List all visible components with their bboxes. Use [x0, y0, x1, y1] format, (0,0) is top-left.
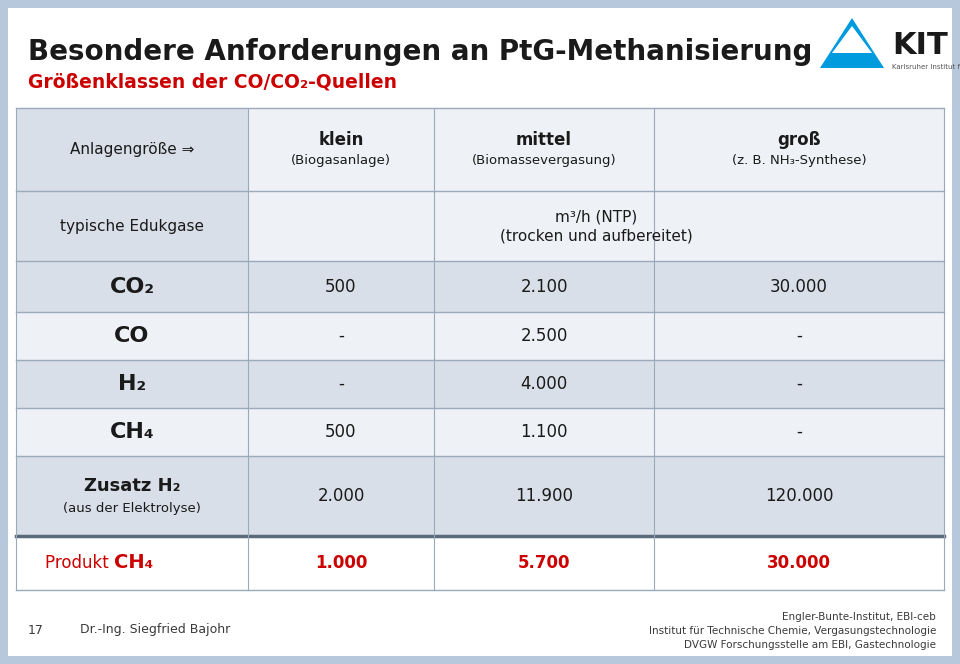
Bar: [248, 408, 434, 456]
Text: KIT: KIT: [892, 31, 948, 60]
Bar: [16, 536, 944, 590]
Text: 500: 500: [325, 423, 357, 441]
Polygon shape: [832, 26, 872, 53]
Bar: [16, 360, 248, 408]
Text: 5.700: 5.700: [517, 554, 570, 572]
Text: 2.100: 2.100: [520, 278, 567, 295]
Text: m³/h (NTP): m³/h (NTP): [555, 210, 637, 224]
Bar: [248, 261, 434, 312]
Bar: [654, 312, 944, 360]
Text: 30.000: 30.000: [767, 554, 831, 572]
Text: CH₄: CH₄: [114, 553, 154, 572]
Text: Produkt: Produkt: [45, 554, 114, 572]
Text: Besondere Anforderungen an PtG-Methanisierung: Besondere Anforderungen an PtG-Methanisi…: [28, 38, 812, 66]
Text: Institut für Technische Chemie, Vergasungstechnologie: Institut für Technische Chemie, Vergasun…: [649, 626, 936, 636]
Text: CH₄: CH₄: [109, 422, 155, 442]
Text: typische Edukgase: typische Edukgase: [60, 218, 204, 234]
Text: 17: 17: [28, 623, 44, 637]
Bar: [16, 191, 248, 261]
Text: Karlsruher Institut für Technologie: Karlsruher Institut für Technologie: [892, 64, 960, 70]
Text: CO: CO: [114, 326, 150, 346]
Bar: [654, 108, 944, 191]
Bar: [434, 108, 654, 191]
Bar: [654, 360, 944, 408]
Text: groß: groß: [778, 131, 821, 149]
Bar: [434, 261, 654, 312]
Bar: [248, 456, 434, 536]
Text: DVGW Forschungsstelle am EBI, Gastechnologie: DVGW Forschungsstelle am EBI, Gastechnol…: [684, 640, 936, 650]
Text: (Biogasanlage): (Biogasanlage): [291, 154, 391, 167]
Text: 11.900: 11.900: [515, 487, 573, 505]
Bar: [248, 312, 434, 360]
Text: 4.000: 4.000: [520, 375, 567, 393]
Text: klein: klein: [319, 131, 364, 149]
Bar: [16, 261, 248, 312]
Bar: [16, 408, 248, 456]
Text: Größenklassen der CO/CO₂-Quellen: Größenklassen der CO/CO₂-Quellen: [28, 72, 397, 91]
Bar: [654, 456, 944, 536]
Text: mittel: mittel: [516, 131, 572, 149]
Polygon shape: [820, 18, 884, 68]
Bar: [654, 261, 944, 312]
Text: -: -: [796, 327, 802, 345]
Text: Engler-Bunte-Institut, EBI-ceb: Engler-Bunte-Institut, EBI-ceb: [782, 612, 936, 622]
Text: 500: 500: [325, 278, 357, 295]
Text: CO₂: CO₂: [109, 277, 155, 297]
Text: (z. B. NH₃-Synthese): (z. B. NH₃-Synthese): [732, 154, 866, 167]
Bar: [654, 408, 944, 456]
Text: 1.000: 1.000: [315, 554, 367, 572]
Text: -: -: [796, 423, 802, 441]
Text: Dr.-Ing. Siegfried Bajohr: Dr.-Ing. Siegfried Bajohr: [80, 623, 230, 637]
Text: -: -: [338, 375, 344, 393]
Bar: [434, 312, 654, 360]
Text: (Biomassevergasung): (Biomassevergasung): [471, 154, 616, 167]
Bar: [248, 191, 944, 261]
Text: Zusatz H₂: Zusatz H₂: [84, 477, 180, 495]
Text: (trocken und aufbereitet): (trocken und aufbereitet): [499, 228, 692, 244]
Text: 120.000: 120.000: [765, 487, 833, 505]
Text: 1.100: 1.100: [520, 423, 567, 441]
Text: 30.000: 30.000: [770, 278, 828, 295]
Text: -: -: [796, 375, 802, 393]
Bar: [434, 360, 654, 408]
Text: Anlagengröße ⇒: Anlagengröße ⇒: [70, 142, 194, 157]
Text: H₂: H₂: [118, 374, 146, 394]
Bar: [434, 408, 654, 456]
Bar: [16, 456, 248, 536]
Text: 2.500: 2.500: [520, 327, 567, 345]
Text: 2.000: 2.000: [318, 487, 365, 505]
Bar: [434, 456, 654, 536]
Text: (aus der Elektrolyse): (aus der Elektrolyse): [63, 503, 201, 515]
Bar: [16, 108, 248, 191]
Bar: [248, 108, 434, 191]
Bar: [16, 312, 248, 360]
Bar: [248, 360, 434, 408]
Text: -: -: [338, 327, 344, 345]
